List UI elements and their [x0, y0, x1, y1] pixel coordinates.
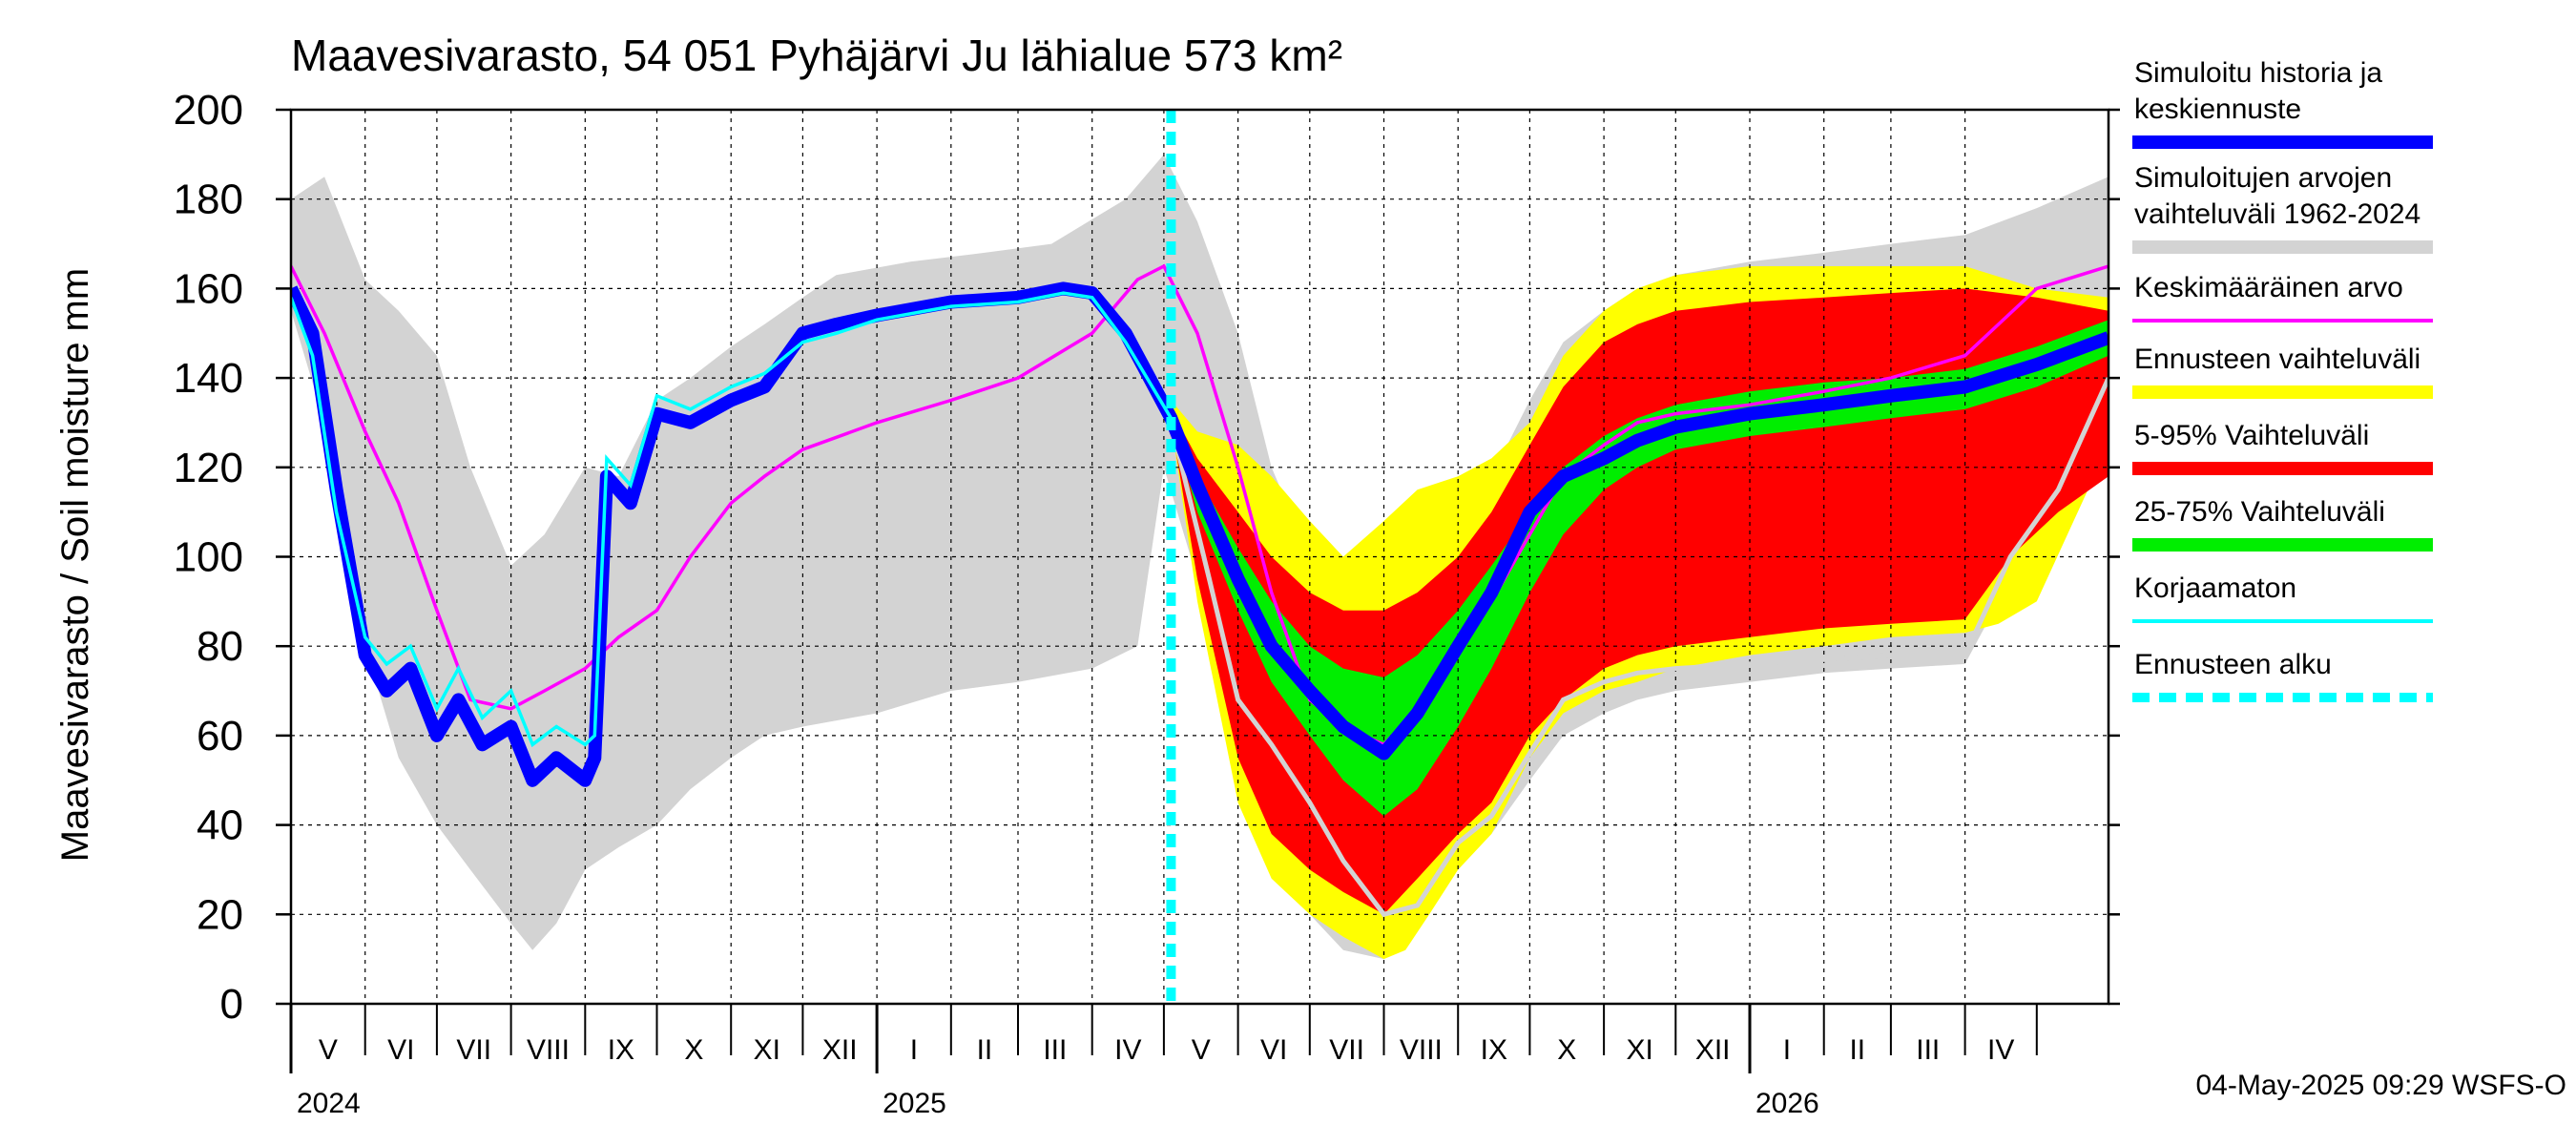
- x-month-label: VIII: [1400, 1034, 1443, 1066]
- x-month-label: VIII: [527, 1034, 570, 1066]
- x-month-label: VII: [1329, 1034, 1364, 1066]
- x-month-label: XII: [822, 1034, 858, 1066]
- legend-label: Simuloitu historia ja: [2134, 57, 2382, 89]
- x-month-label: X: [1557, 1034, 1576, 1066]
- x-month-label: III: [1916, 1034, 1940, 1066]
- range-25-75-band: [1171, 320, 2109, 817]
- x-year-label: 2024: [297, 1088, 361, 1119]
- y-tick-label: 80: [197, 623, 243, 670]
- x-month-label: IX: [608, 1034, 634, 1066]
- x-month-label: IX: [1481, 1034, 1507, 1066]
- x-year-label: 2026: [1755, 1088, 1819, 1119]
- x-month-label: I: [1783, 1034, 1791, 1066]
- legend-label: vaihteluväli 1962-2024: [2134, 198, 2420, 230]
- legend-label: 5-95% Vaihteluväli: [2134, 420, 2369, 451]
- y-tick-label: 160: [174, 265, 243, 312]
- uncorrected-series-line: [291, 291, 1173, 748]
- y-tick-label: 140: [174, 355, 243, 402]
- chart-title: Maavesivarasto, 54 051 Pyhäjärvi Ju lähi…: [291, 31, 1342, 80]
- y-tick-label: 0: [220, 981, 243, 1028]
- legend-label: Keskimääräinen arvo: [2134, 272, 2403, 303]
- x-month-label: V: [1192, 1034, 1211, 1066]
- x-month-label: II: [1849, 1034, 1865, 1066]
- x-month-label: XII: [1695, 1034, 1731, 1066]
- simulated-series-line: [291, 281, 2109, 787]
- legend-label: Ennusteen vaihteluväli: [2134, 344, 2420, 375]
- x-month-label: III: [1043, 1034, 1067, 1066]
- timestamp-label: 04-May-2025 09:29 WSFS-O: [2196, 1070, 2567, 1101]
- mean-value-line: [291, 263, 2109, 747]
- legend-label: 25-75% Vaihteluväli: [2134, 496, 2385, 528]
- legend-label: Simuloitujen arvojen: [2134, 162, 2392, 194]
- x-month-label: VI: [1260, 1034, 1287, 1066]
- legend: Simuloitu historia ja keskiennuste Simuloi…: [2132, 57, 2433, 702]
- plot-clipped-group: [291, 110, 2109, 1004]
- x-month-label: VI: [387, 1034, 414, 1066]
- y-tick-label: 100: [174, 534, 243, 581]
- x-month-label: II: [977, 1034, 993, 1066]
- y-tick-label: 200: [174, 87, 243, 134]
- historical-lower-line: [1168, 377, 2109, 918]
- x-month-label: XI: [754, 1034, 780, 1066]
- x-month-label: XI: [1627, 1034, 1653, 1066]
- x-month-label: V: [319, 1034, 338, 1066]
- y-tick-label: 20: [197, 891, 243, 938]
- legend-label: keskiennuste: [2134, 94, 2301, 125]
- x-month-label: VII: [456, 1034, 491, 1066]
- y-tick-label: 180: [174, 177, 243, 223]
- x-month-label: I: [910, 1034, 918, 1066]
- x-month-label: IV: [1987, 1034, 2014, 1066]
- y-axis-label: Maavesivarasto / Soil moisture mm: [54, 268, 96, 862]
- x-year-label: 2025: [883, 1088, 946, 1119]
- legend-label: Ennusteen alku: [2134, 649, 2332, 680]
- legend-label: Korjaamaton: [2134, 572, 2296, 604]
- x-month-label: IV: [1114, 1034, 1141, 1066]
- y-tick-label: 120: [174, 445, 243, 491]
- x-month-label: X: [684, 1034, 703, 1066]
- y-tick-label: 40: [197, 802, 243, 849]
- y-tick-label: 60: [197, 713, 243, 760]
